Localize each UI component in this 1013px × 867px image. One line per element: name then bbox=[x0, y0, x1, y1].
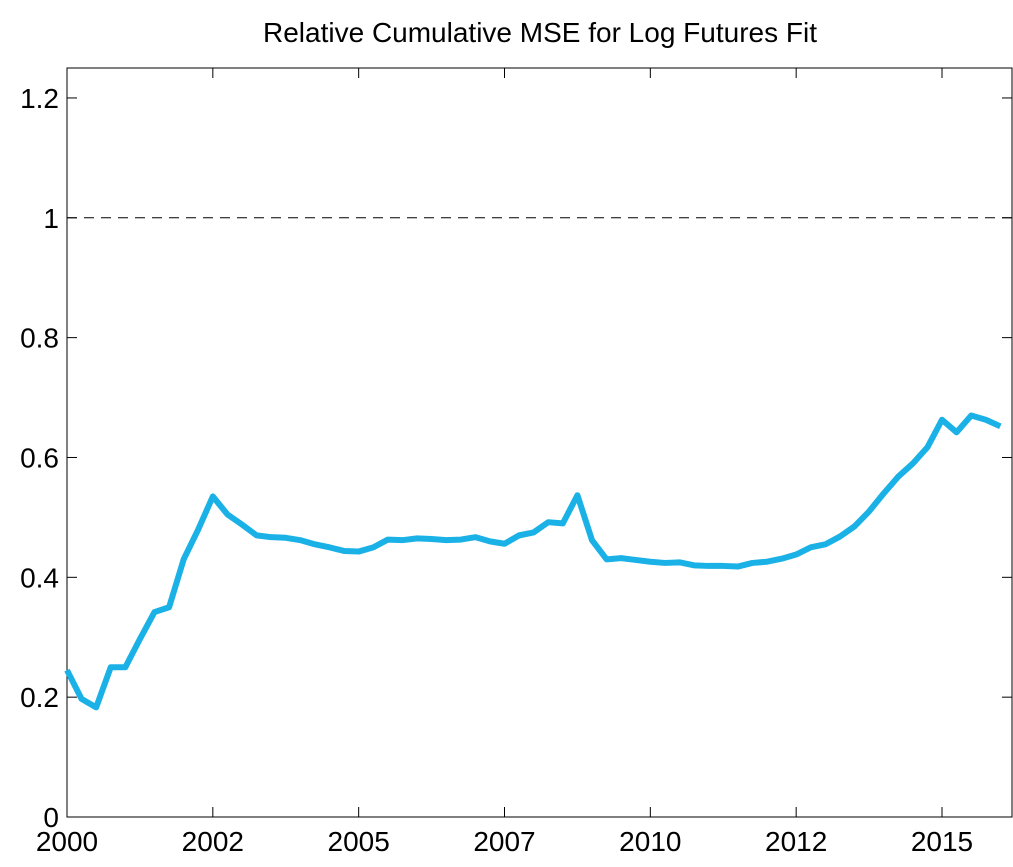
x-tick-label: 2002 bbox=[182, 826, 244, 857]
x-tick-label: 2012 bbox=[765, 826, 827, 857]
x-tick-label: 2010 bbox=[619, 826, 681, 857]
x-tick-label: 2005 bbox=[328, 826, 390, 857]
y-tick-label: 0 bbox=[43, 802, 59, 833]
y-tick-label: 0.2 bbox=[20, 682, 59, 713]
y-tick-label: 1.2 bbox=[20, 83, 59, 114]
y-tick-label: 1 bbox=[43, 203, 59, 234]
plot-frame bbox=[66, 67, 1013, 818]
chart-title: Relative Cumulative MSE for Log Futures … bbox=[263, 17, 817, 48]
y-tick-label: 0.6 bbox=[20, 442, 59, 473]
x-tick-label: 2000 bbox=[36, 826, 98, 857]
x-tick-label: 2007 bbox=[473, 826, 535, 857]
y-tick-label: 0.4 bbox=[20, 562, 59, 593]
line-series bbox=[64, 412, 1002, 711]
x-tick-label: 2015 bbox=[911, 826, 973, 857]
y-tick-label: 0.8 bbox=[20, 323, 59, 354]
